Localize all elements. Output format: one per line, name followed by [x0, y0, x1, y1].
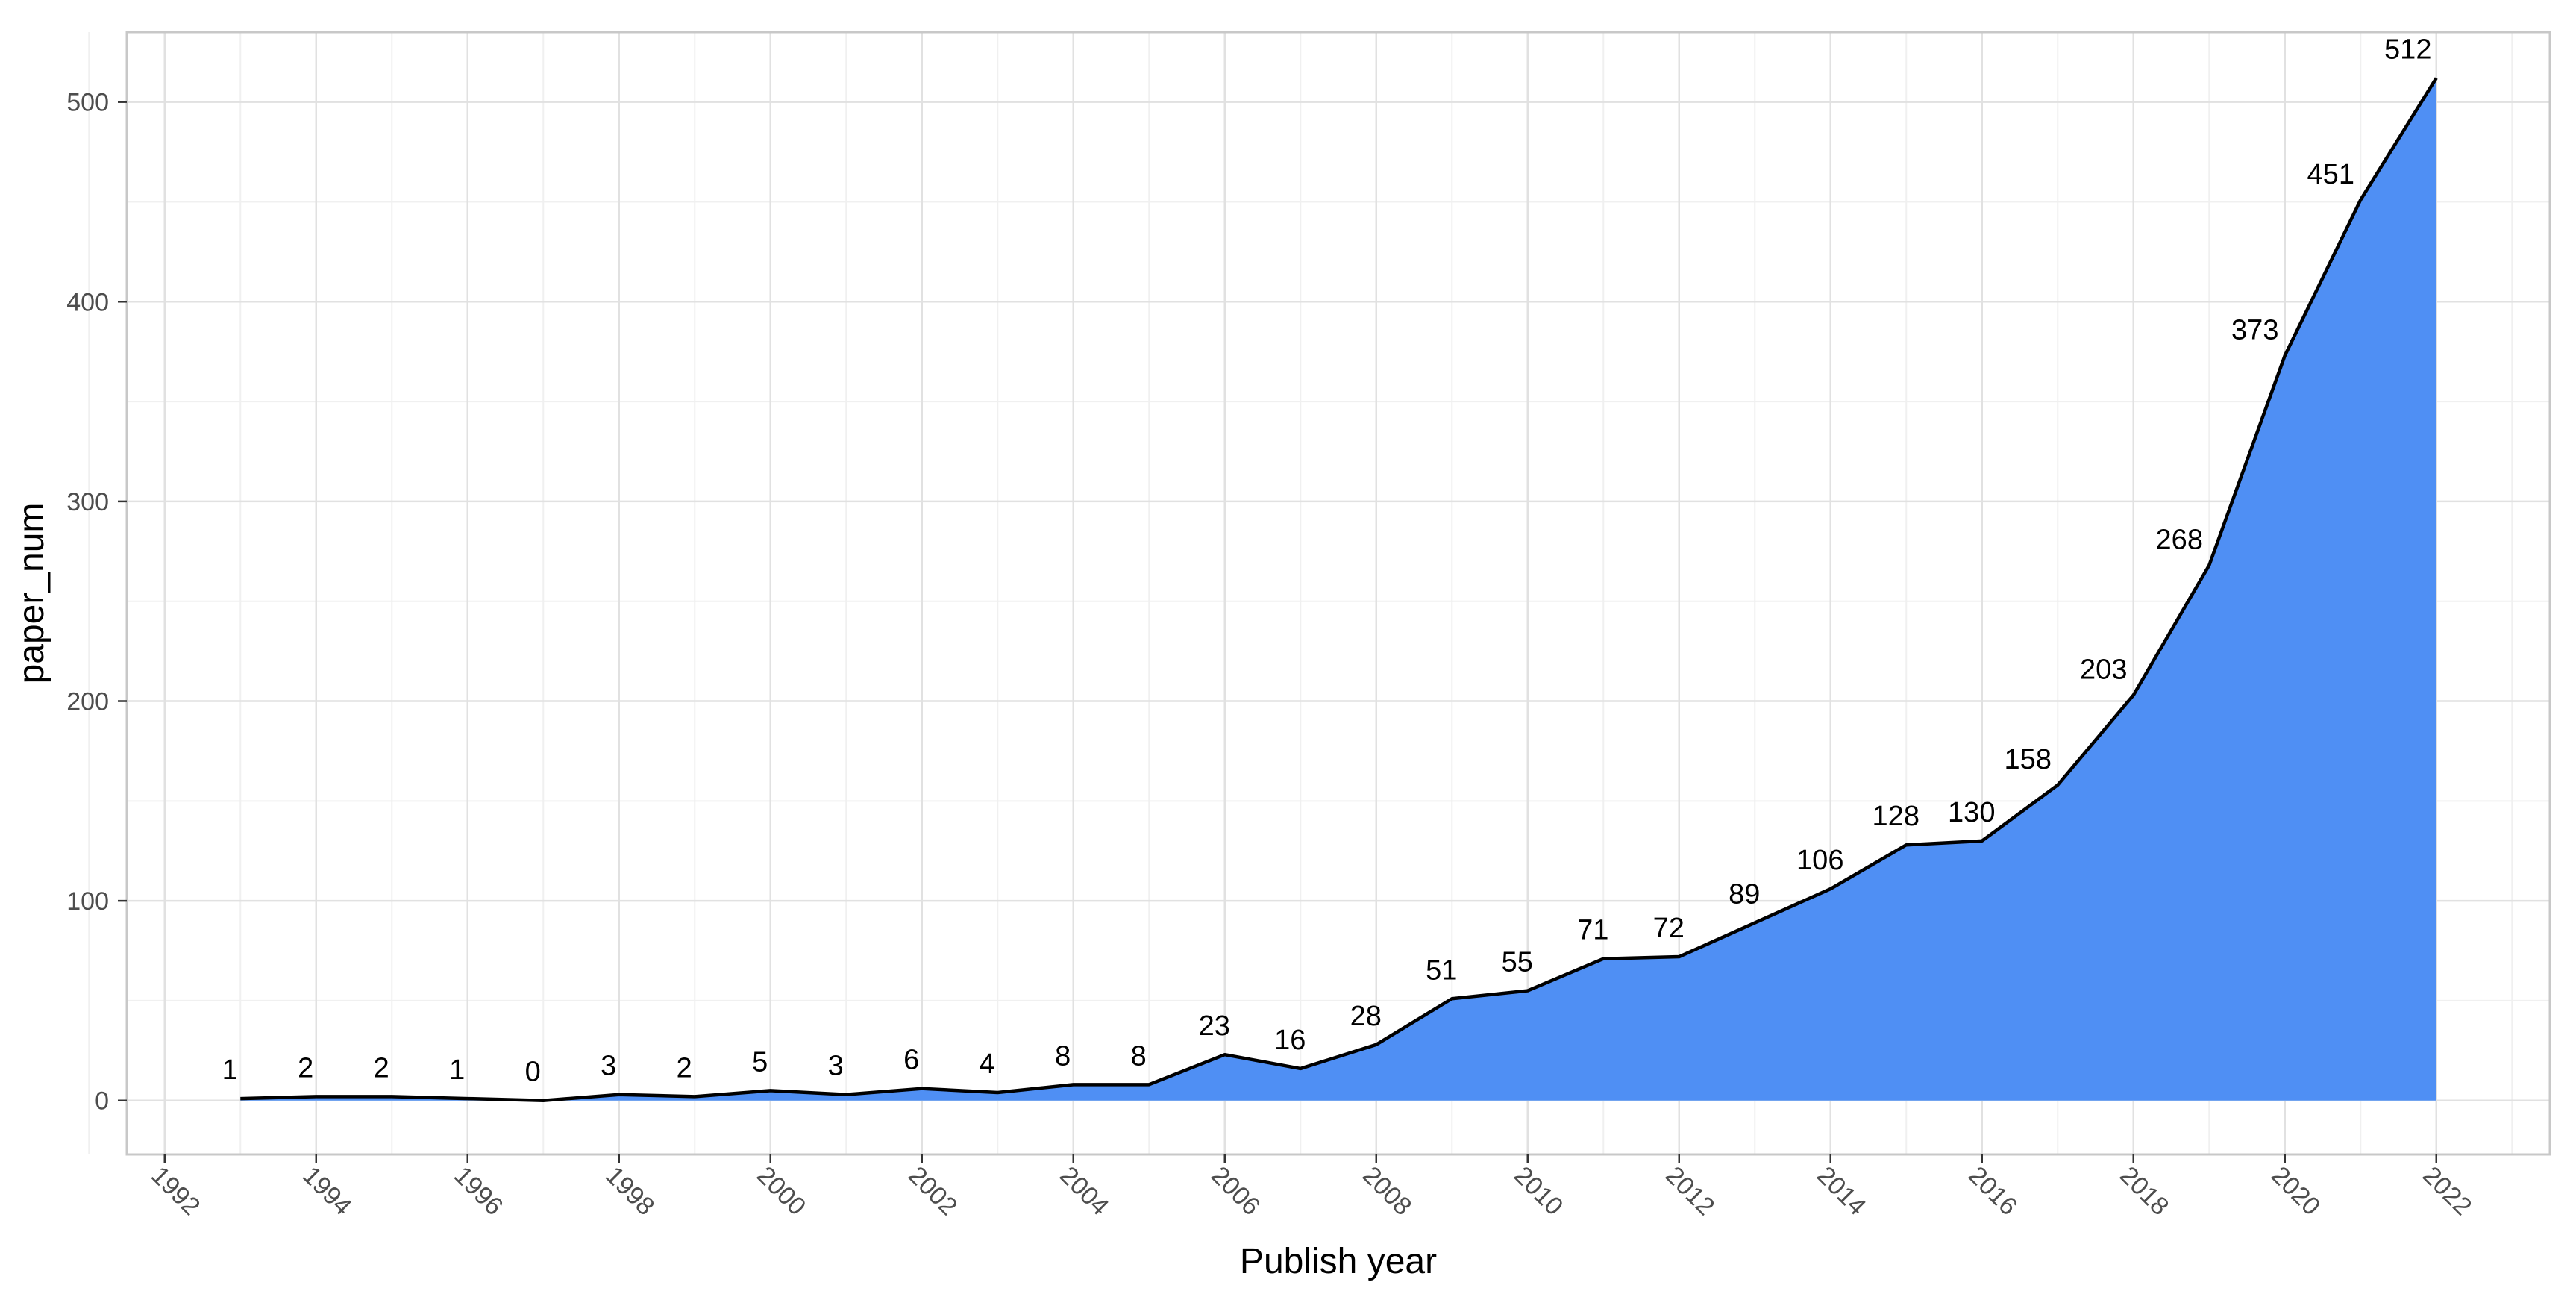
- data-label: 3: [828, 1051, 844, 1082]
- data-label: 451: [2307, 159, 2354, 190]
- y-tick-label: 400: [66, 288, 109, 316]
- y-tick-label: 300: [66, 488, 109, 516]
- data-label: 3: [601, 1051, 616, 1082]
- data-label: 8: [1131, 1040, 1147, 1072]
- data-label: 16: [1274, 1025, 1306, 1056]
- y-axis-ticks: 0 100 200 300 400 500: [66, 89, 127, 1116]
- data-labels: 1 2 2 1 0 3 2 5 3 6 4 8 8 23 16 28 51 55 71 72 89 106 128 130 15…: [222, 34, 2432, 1088]
- x-tick-label: 2020: [2266, 1161, 2325, 1221]
- data-label: 373: [2231, 315, 2278, 346]
- data-label: 55: [1502, 947, 1533, 978]
- x-tick-label: 2000: [751, 1161, 811, 1221]
- x-axis-ticks: 1992 1994 1996 1998 2000 2002 2004 2006 2008 2010…: [145, 1154, 2477, 1221]
- data-label: 2: [374, 1052, 389, 1084]
- data-label: 1: [449, 1054, 465, 1086]
- data-label: 28: [1350, 1001, 1382, 1032]
- x-tick-label: 2018: [2114, 1161, 2174, 1221]
- panel-border: [125, 31, 2551, 1156]
- x-tick-label: 2008: [1357, 1161, 1417, 1221]
- series-line: [240, 77, 2438, 1102]
- data-label: 8: [1055, 1040, 1071, 1072]
- data-label: 128: [1873, 801, 1920, 832]
- x-tick-label: 1992: [145, 1161, 205, 1221]
- y-tick-label: 200: [66, 688, 109, 716]
- x-tick-label: 1994: [297, 1161, 357, 1221]
- series-area: [240, 77, 2438, 1102]
- data-label: 71: [1577, 915, 1608, 946]
- y-tick-label: 0: [95, 1087, 109, 1116]
- x-tick-label: 2006: [1206, 1161, 1265, 1221]
- data-label: 512: [2384, 34, 2431, 66]
- data-label: 5: [752, 1046, 768, 1078]
- y-axis-title: paper_num: [12, 503, 51, 684]
- data-label: 4: [980, 1049, 995, 1080]
- data-label: 72: [1653, 913, 1685, 944]
- data-label: 1: [222, 1054, 238, 1086]
- x-tick-label: 2016: [1963, 1161, 2022, 1221]
- data-label: 23: [1199, 1010, 1230, 1042]
- x-axis-title: Publish year: [1240, 1242, 1437, 1281]
- data-label: 2: [298, 1052, 313, 1084]
- data-label: 2: [677, 1052, 692, 1084]
- y-tick-label: 500: [66, 89, 109, 117]
- x-tick-label: 2010: [1508, 1161, 1568, 1221]
- data-label: 6: [903, 1045, 919, 1076]
- data-label: 0: [525, 1057, 541, 1088]
- data-label: 51: [1426, 954, 1457, 986]
- x-tick-label: 1996: [448, 1161, 508, 1221]
- area-fill: [240, 78, 2436, 1101]
- x-tick-label: 2014: [1811, 1161, 1871, 1221]
- x-tick-label: 2004: [1054, 1161, 1114, 1221]
- x-tick-label: 2002: [903, 1161, 962, 1221]
- x-tick-label: 1998: [600, 1161, 659, 1221]
- y-tick-label: 100: [66, 887, 109, 916]
- x-tick-label: 2022: [2417, 1161, 2477, 1221]
- data-label: 203: [2080, 654, 2127, 685]
- data-label: 130: [1948, 797, 1995, 828]
- data-label: 268: [2156, 525, 2203, 556]
- data-label: 106: [1796, 845, 1843, 876]
- data-label: 89: [1729, 879, 1760, 910]
- x-tick-label: 2012: [1660, 1161, 1720, 1221]
- data-label: 158: [2005, 744, 2052, 775]
